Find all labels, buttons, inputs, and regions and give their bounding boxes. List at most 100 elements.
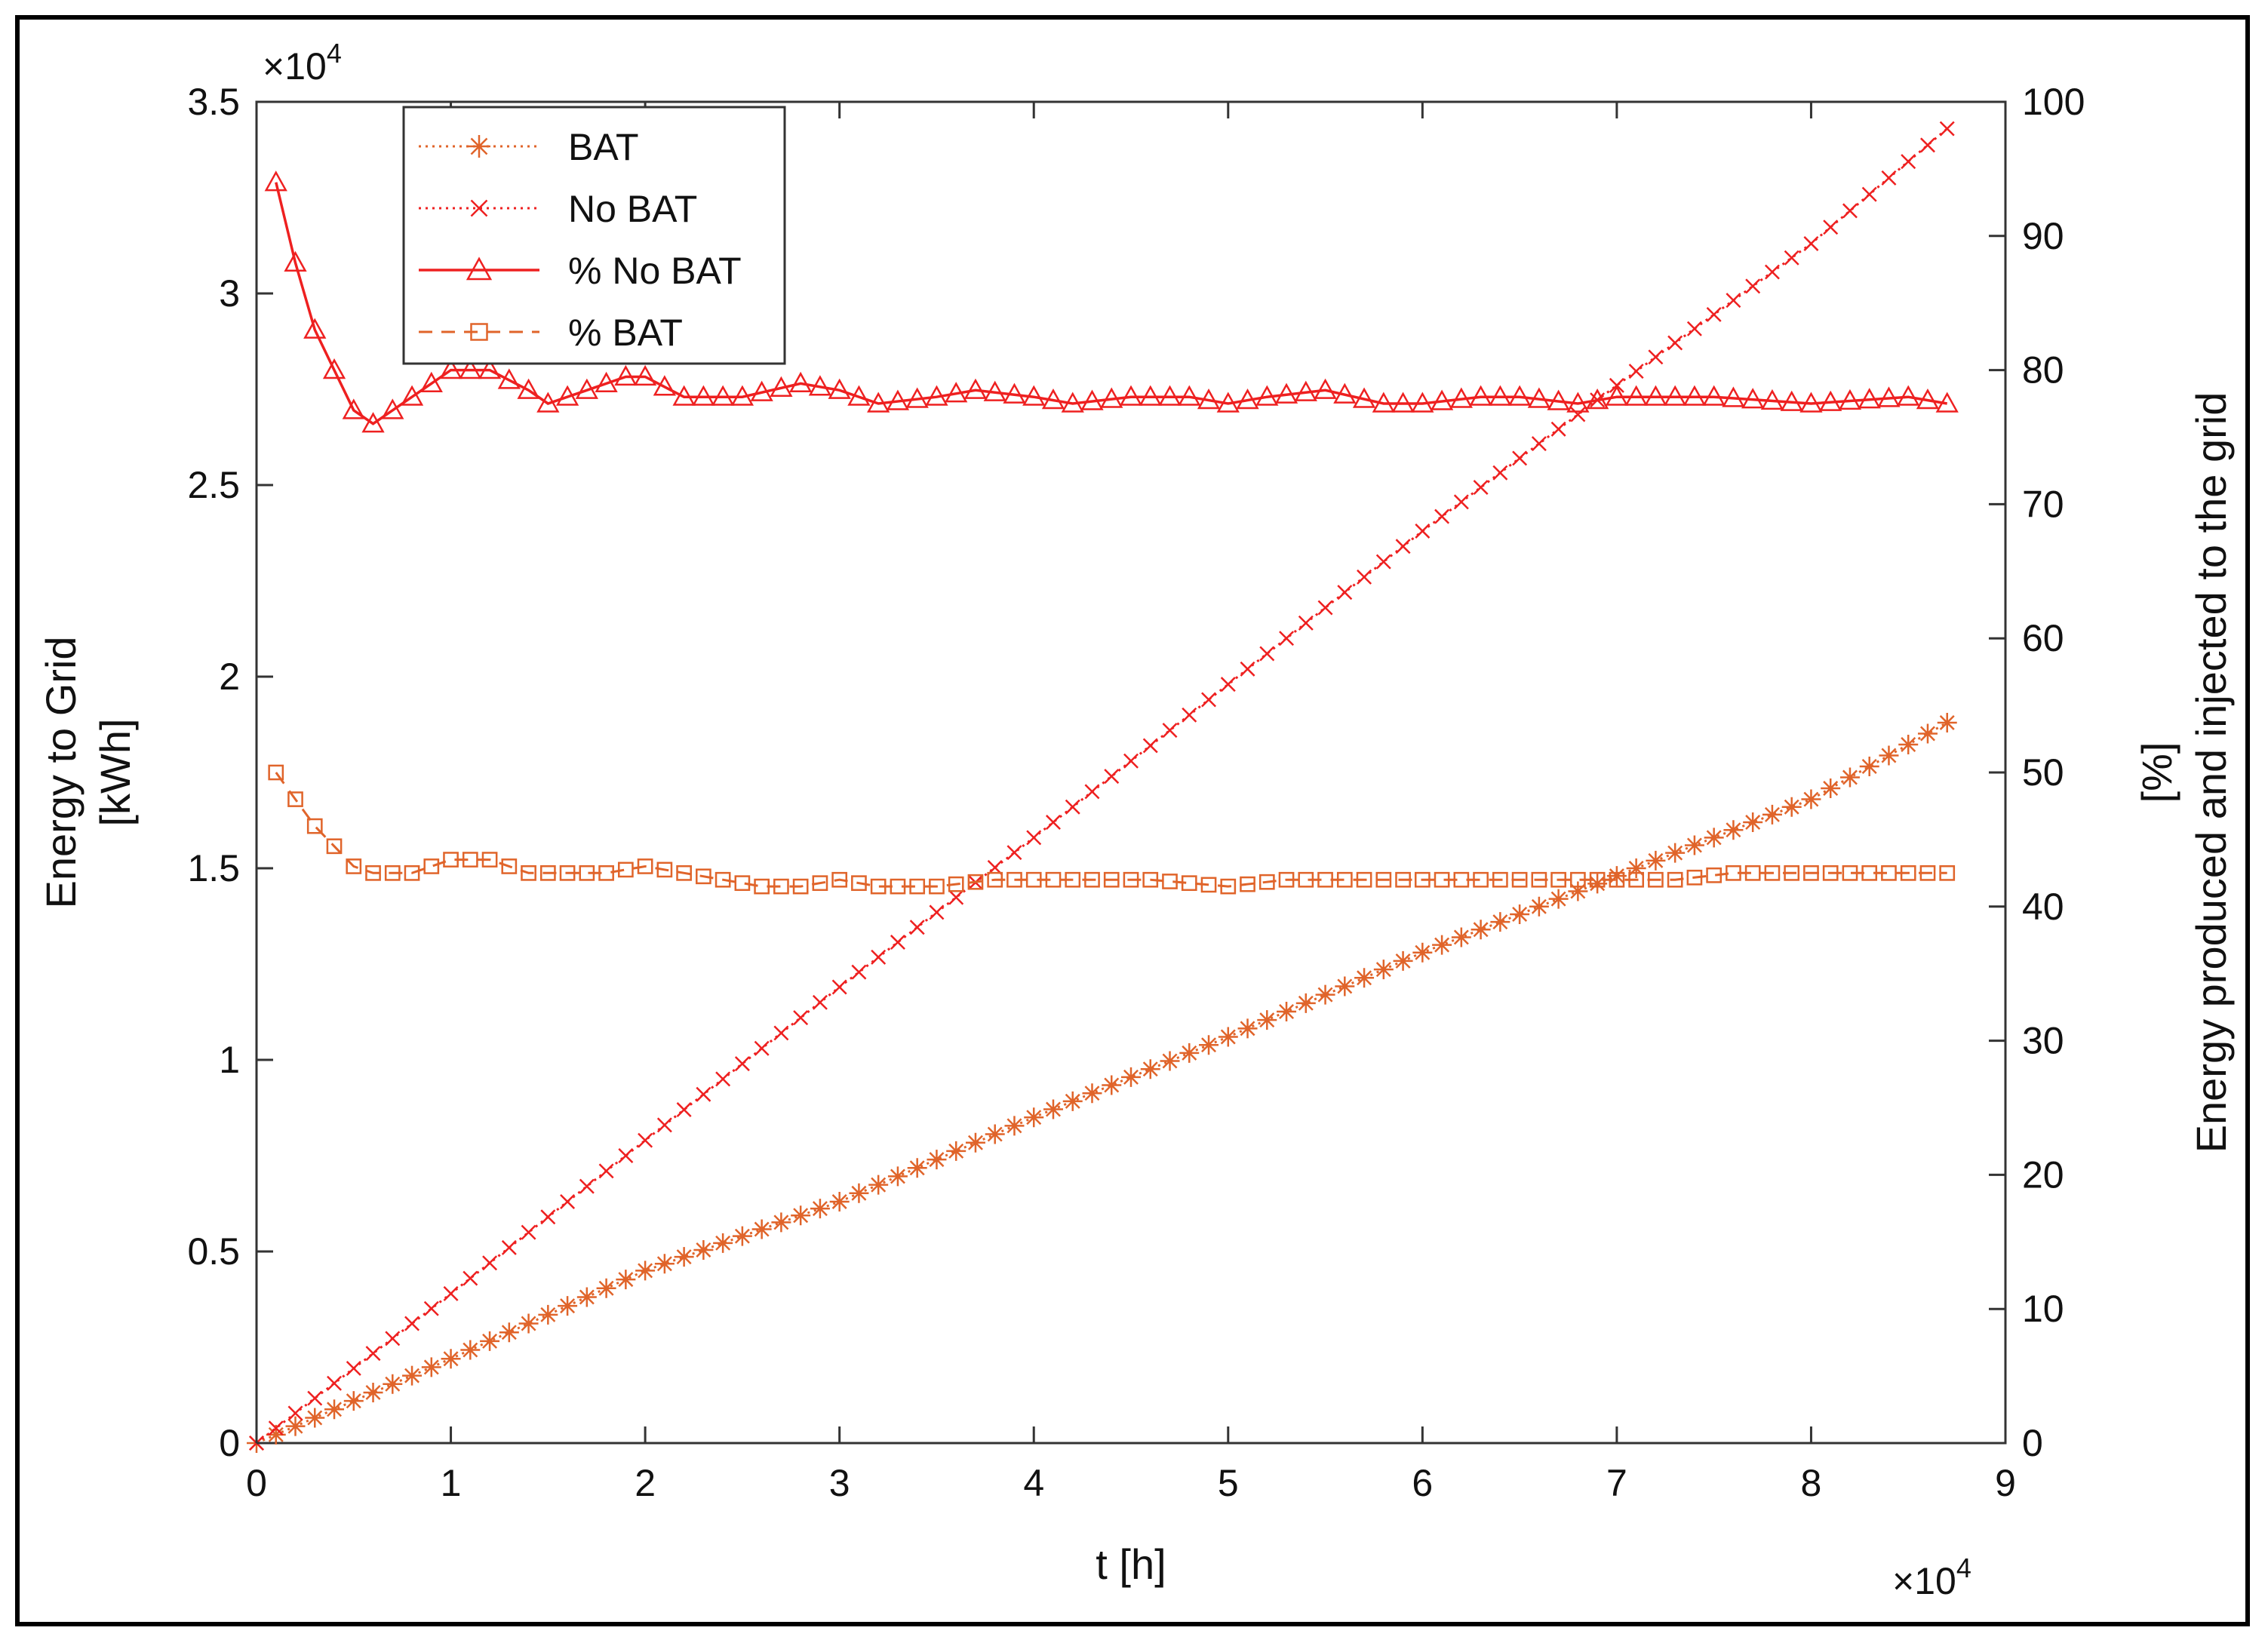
y-right-tick-label: 0 [2022, 1422, 2043, 1464]
data-point-bat [1568, 881, 1588, 901]
data-point-no-bat [1123, 753, 1139, 769]
data-point-pct-no-bat [361, 412, 385, 433]
legend-label-bat: BAT [568, 126, 639, 168]
data-point-bat [1004, 1116, 1025, 1136]
data-point-pct-bat [987, 871, 1003, 888]
data-point-pct-no-bat [750, 380, 773, 401]
data-point-pct-no-bat [1624, 385, 1648, 406]
data-point-pct-no-bat [1605, 385, 1629, 406]
data-point-bat [305, 1408, 325, 1428]
x-tick-label: 6 [1412, 1462, 1433, 1504]
y-left-axis-multiplier: ×104 [263, 38, 342, 88]
data-point-pct-no-bat [1819, 390, 1842, 411]
data-point-pct-bat [1414, 871, 1431, 888]
series-pct-bat [268, 764, 1956, 895]
data-point-pct-no-bat [1722, 386, 1745, 407]
data-point-pct-bat [812, 875, 828, 892]
data-point-bat [1102, 1075, 1122, 1095]
data-point-pct-bat [1531, 871, 1547, 888]
y-right-tick-label: 50 [2022, 751, 2064, 794]
data-point-pct-no-bat [1916, 388, 1940, 410]
data-point-pct-no-bat [945, 382, 968, 403]
data-point-no-bat [1279, 631, 1295, 646]
data-point-pct-no-bat [303, 318, 327, 339]
legend-label-pct-bat: % BAT [568, 312, 683, 354]
data-point-no-bat [1084, 784, 1100, 800]
data-point-pct-no-bat [1391, 392, 1415, 413]
data-point-bat [1121, 1067, 1141, 1087]
data-point-pct-no-bat [828, 378, 851, 399]
data-point-bat [1587, 874, 1608, 894]
data-point-pct-no-bat [478, 358, 502, 379]
data-point-pct-no-bat [284, 250, 307, 272]
series-no-bat [249, 121, 1955, 1451]
data-point-pct-no-bat [711, 385, 735, 406]
data-point-pct-bat [831, 871, 848, 888]
data-point-no-bat [929, 904, 945, 920]
data-point-bat [1917, 723, 1938, 744]
data-point-pct-no-bat [1100, 387, 1123, 408]
data-point-pct-bat [1045, 871, 1062, 888]
data-point-no-bat [1628, 364, 1644, 379]
data-point-pct-bat [481, 852, 498, 868]
data-point-no-bat [1065, 799, 1080, 815]
data-point-pct-bat [521, 865, 536, 881]
data-point-pct-no-bat [1314, 378, 1337, 399]
data-point-pct-bat [1200, 877, 1217, 893]
data-point-pct-no-bat [322, 358, 346, 379]
x-tick-label: 9 [1995, 1462, 2016, 1504]
data-point-pct-no-bat [1741, 388, 1765, 409]
data-point-pct-bat [346, 858, 362, 874]
data-point-pct-no-bat [1197, 388, 1221, 410]
series-bat [247, 712, 1957, 1453]
data-point-pct-bat [890, 878, 906, 895]
y-left-tick-label: 0 [219, 1422, 240, 1464]
data-point-pct-no-bat [264, 170, 287, 192]
data-point-pct-no-bat [789, 371, 813, 393]
data-point-bat [1801, 789, 1821, 809]
data-point-bat [1529, 896, 1549, 917]
data-point-no-bat [1337, 585, 1353, 600]
data-point-bat [887, 1166, 908, 1187]
data-point-pct-no-bat [1178, 385, 1201, 406]
data-point-pct-no-bat [1858, 388, 1881, 409]
data-point-pct-bat [365, 865, 381, 881]
data-point-no-bat [1726, 293, 1741, 309]
data-point-pct-bat [306, 818, 323, 834]
data-point-no-bat [1395, 539, 1411, 554]
data-point-no-bat [754, 1040, 770, 1056]
data-point-pct-bat [1336, 871, 1353, 888]
y-right-axis-label: Energy produced and injected to the grid [2187, 392, 2235, 1153]
data-point-bat [266, 1424, 286, 1445]
data-point-pct-bat [598, 865, 614, 881]
data-point-bat [1646, 850, 1666, 871]
data-point-pct-no-bat [983, 380, 1006, 401]
data-point-bat [1237, 1018, 1258, 1039]
data-point-bat [1140, 1059, 1160, 1079]
data-point-pct-no-bat [1333, 382, 1357, 404]
data-point-bat [1821, 778, 1841, 799]
data-point-no-bat [1357, 569, 1372, 585]
data-point-no-bat [287, 1405, 303, 1421]
data-point-pct-bat [1667, 871, 1683, 888]
data-point-no-bat [1259, 646, 1275, 662]
data-point-pct-bat [1842, 865, 1858, 881]
y-right-tick-label: 60 [2022, 617, 2064, 659]
data-point-bat [1082, 1083, 1102, 1104]
data-point-no-bat [1473, 480, 1489, 496]
data-point-no-bat [1550, 421, 1566, 437]
legend-label-pct-no-bat: % No BAT [568, 250, 742, 292]
data-point-pct-bat [287, 791, 303, 807]
legend-marker-pct-no-bat [466, 256, 493, 281]
y-left-tick-label: 0.5 [187, 1230, 240, 1273]
data-point-no-bat [1240, 661, 1255, 677]
legend-marker-pct-bat [470, 323, 488, 341]
data-point-no-bat [327, 1375, 343, 1391]
data-point-no-bat [1667, 335, 1683, 351]
data-point-no-bat [1220, 677, 1236, 692]
data-point-pct-no-bat [1061, 392, 1084, 413]
data-point-bat [751, 1219, 772, 1239]
data-point-bat [518, 1313, 539, 1334]
data-point-bat [1839, 767, 1860, 788]
data-point-no-bat [443, 1285, 459, 1301]
